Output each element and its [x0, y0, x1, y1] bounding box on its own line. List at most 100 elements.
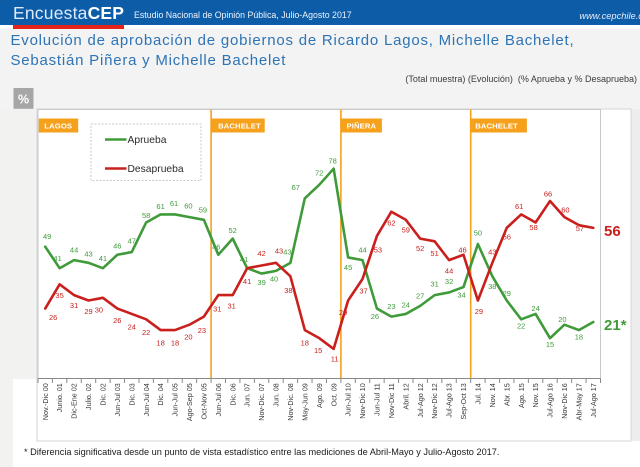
svg-text:29: 29 — [84, 307, 92, 316]
svg-text:20: 20 — [558, 315, 566, 324]
svg-text:52: 52 — [416, 244, 424, 253]
svg-text:Dic. 06: Dic. 06 — [228, 383, 237, 405]
svg-text:52: 52 — [229, 226, 237, 235]
svg-text:56: 56 — [604, 223, 621, 240]
svg-text:Abril. 12: Abril. 12 — [401, 383, 410, 409]
svg-text:59: 59 — [402, 225, 410, 234]
svg-text:32: 32 — [445, 277, 453, 286]
svg-text:Desaprueba: Desaprueba — [128, 164, 184, 175]
svg-text:Jun. 07: Jun. 07 — [243, 383, 252, 407]
svg-text:21*: 21* — [604, 317, 627, 334]
svg-text:46: 46 — [458, 245, 466, 254]
svg-text:15: 15 — [314, 346, 322, 355]
svg-text:31: 31 — [430, 280, 438, 289]
svg-text:38: 38 — [488, 282, 496, 291]
svg-text:Nov-Dic 12: Nov-Dic 12 — [430, 383, 439, 419]
svg-text:Nov-Dic. 08: Nov-Dic. 08 — [286, 383, 295, 421]
svg-text:41: 41 — [53, 254, 61, 263]
svg-text:Dic. 04: Dic. 04 — [156, 383, 165, 405]
svg-text:46: 46 — [212, 242, 220, 251]
svg-text:Jul. 14: Jul. 14 — [474, 383, 483, 404]
svg-text:11: 11 — [331, 355, 339, 364]
svg-text:Jul-Ago 12: Jul-Ago 12 — [416, 383, 425, 417]
svg-text:31: 31 — [213, 305, 221, 314]
svg-text:67: 67 — [292, 183, 300, 192]
svg-text:May-Jun 09: May-Jun 09 — [300, 383, 309, 421]
svg-text:41: 41 — [240, 255, 248, 264]
svg-text:43: 43 — [275, 246, 283, 255]
svg-text:Dic-Ene 02: Dic-Ene 02 — [70, 383, 79, 419]
svg-text:Aprueba: Aprueba — [128, 135, 167, 146]
svg-text:BACHELET: BACHELET — [475, 122, 518, 131]
svg-text:18: 18 — [156, 339, 164, 348]
svg-text:24: 24 — [531, 304, 539, 313]
svg-text:60: 60 — [184, 202, 192, 211]
svg-text:31: 31 — [228, 302, 236, 311]
svg-text:66: 66 — [544, 190, 552, 199]
svg-text:Nov-Dic. 07: Nov-Dic. 07 — [257, 383, 266, 421]
svg-text:72: 72 — [315, 168, 323, 177]
svg-text:Jun. 08: Jun. 08 — [272, 383, 281, 407]
svg-text:Junio. 01: Junio. 01 — [55, 383, 64, 412]
svg-text:49: 49 — [43, 232, 51, 241]
svg-text:50: 50 — [474, 229, 482, 238]
svg-text:18: 18 — [171, 339, 179, 348]
svg-text:LAGOS: LAGOS — [44, 122, 72, 131]
svg-text:34: 34 — [457, 291, 465, 300]
svg-text:Oct-Nov 05: Oct-Nov 05 — [199, 383, 208, 419]
svg-text:23: 23 — [198, 326, 206, 335]
svg-text:Nov. 15: Nov. 15 — [531, 383, 540, 407]
svg-text:44: 44 — [358, 246, 366, 255]
svg-text:26: 26 — [113, 316, 121, 325]
svg-text:47: 47 — [128, 237, 136, 246]
svg-text:Nov.-Dic 00: Nov.-Dic 00 — [41, 383, 50, 420]
svg-text:39: 39 — [257, 278, 265, 287]
svg-text:18: 18 — [301, 339, 309, 348]
svg-text:Jun-Jul 11: Jun-Jul 11 — [373, 383, 382, 416]
svg-text:41: 41 — [243, 277, 251, 286]
svg-text:58: 58 — [142, 211, 150, 220]
svg-text:Sep-Oct 13: Sep-Oct 13 — [459, 383, 468, 419]
svg-text:Julio. 02: Julio. 02 — [84, 383, 93, 410]
svg-text:51: 51 — [430, 249, 438, 258]
svg-text:35: 35 — [55, 291, 63, 300]
svg-text:Dic. 02: Dic. 02 — [99, 383, 108, 405]
svg-text:Jun-Jul 06: Jun-Jul 06 — [214, 383, 223, 416]
svg-text:57: 57 — [576, 224, 584, 233]
svg-text:Ago. 09: Ago. 09 — [315, 383, 324, 408]
svg-text:29: 29 — [475, 307, 483, 316]
svg-text:61: 61 — [515, 202, 523, 211]
svg-text:40: 40 — [270, 275, 278, 284]
svg-text:Jul-Ago 13: Jul-Ago 13 — [445, 383, 454, 417]
svg-text:41: 41 — [99, 254, 107, 263]
svg-text:43: 43 — [488, 247, 496, 256]
svg-text:%: % — [18, 92, 29, 106]
svg-text:15: 15 — [546, 340, 554, 349]
svg-text:22: 22 — [517, 321, 525, 330]
svg-text:20: 20 — [184, 332, 192, 341]
svg-text:24: 24 — [128, 323, 136, 332]
svg-text:26: 26 — [371, 312, 379, 321]
svg-text:62: 62 — [387, 218, 395, 227]
svg-text:Jul-Ago 16: Jul-Ago 16 — [546, 383, 555, 417]
svg-text:38: 38 — [284, 286, 292, 295]
svg-text:Jun-Jul 10: Jun-Jul 10 — [344, 383, 353, 416]
svg-text:Jul-Ago 17: Jul-Ago 17 — [589, 383, 598, 417]
svg-text:27: 27 — [416, 292, 424, 301]
svg-text:24: 24 — [402, 301, 410, 310]
svg-text:43: 43 — [283, 247, 291, 256]
svg-text:22: 22 — [142, 328, 150, 337]
svg-text:61: 61 — [156, 202, 164, 211]
svg-text:53: 53 — [374, 246, 382, 255]
svg-text:60: 60 — [561, 206, 569, 215]
svg-text:Ago. 15: Ago. 15 — [517, 383, 526, 408]
svg-text:45: 45 — [344, 263, 352, 272]
svg-text:61: 61 — [170, 199, 178, 208]
svg-text:BACHELET: BACHELET — [218, 122, 261, 131]
svg-text:44: 44 — [70, 246, 78, 255]
svg-text:Jun-Jul 03: Jun-Jul 03 — [113, 383, 122, 416]
svg-text:Nov-Dic 10: Nov-Dic 10 — [358, 383, 367, 419]
svg-text:31: 31 — [70, 301, 78, 310]
svg-text:Dic. 03: Dic. 03 — [127, 383, 136, 405]
svg-text:18: 18 — [575, 333, 583, 342]
